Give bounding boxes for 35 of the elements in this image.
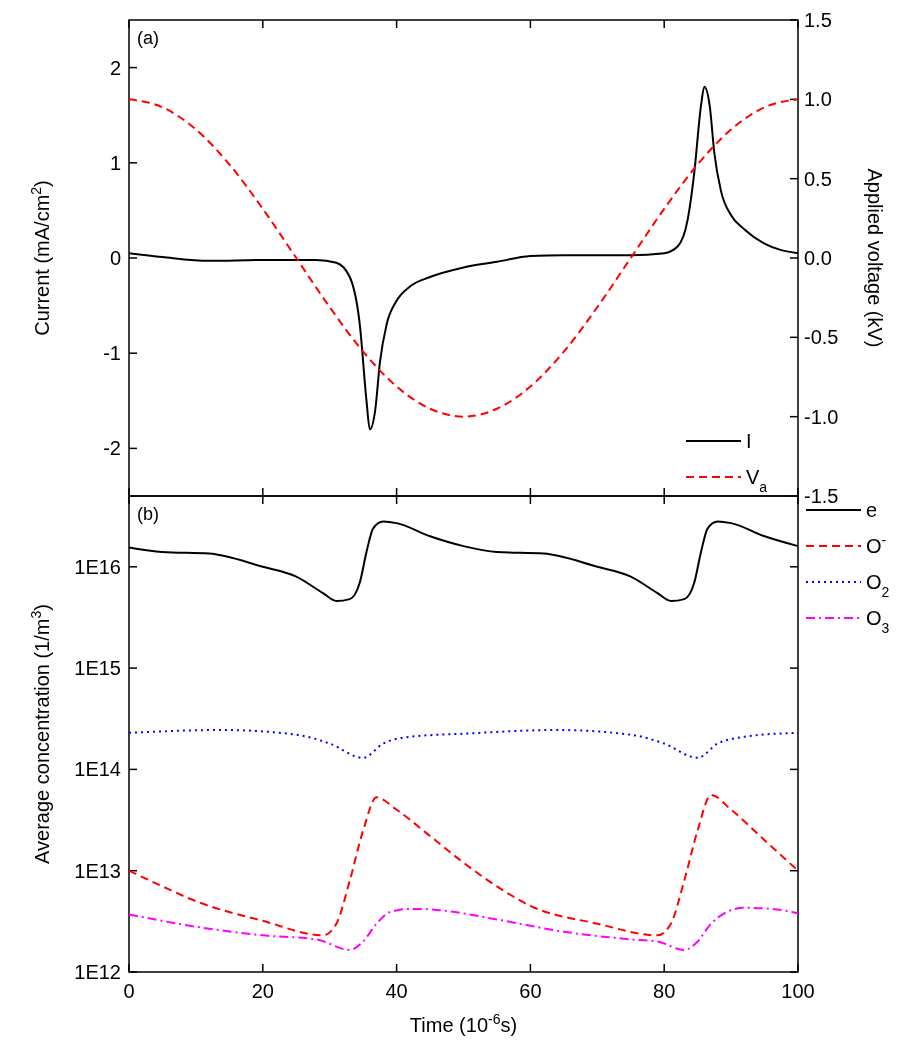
- legend-label: O$^{-}$: [866, 532, 887, 557]
- y-tick-label: 1E15: [74, 657, 121, 680]
- legend-label: O$_{3}$: [866, 607, 890, 636]
- legend-label: O$_{2}$: [866, 571, 890, 600]
- y2-tick-label: 1.5: [804, 9, 832, 31]
- x-tick-label: 60: [519, 980, 542, 1002]
- y-tick-label: -2: [103, 437, 121, 460]
- x-tick-label: 100: [781, 980, 815, 1002]
- y-tick-label: 1E14: [74, 758, 121, 781]
- y-tick-label: 1E13: [74, 859, 121, 882]
- y2-axis-title: Applied voltage (kV): [864, 168, 886, 348]
- y2-tick-label: -1.5: [804, 485, 839, 507]
- annotation: (a): [137, 28, 159, 48]
- line-series: [128, 906, 799, 951]
- line-series: [128, 793, 799, 937]
- x-tick-label: 0: [123, 980, 135, 1002]
- y2-tick-label: -0.5: [804, 326, 839, 349]
- y2-tick-label: -1.0: [804, 405, 839, 428]
- x-tick-label: 40: [385, 980, 408, 1002]
- legend-label: V$_{a}$: [746, 466, 768, 495]
- x-tick-label: 20: [251, 980, 274, 1002]
- y2-tick-label: 0.0: [804, 247, 832, 269]
- x-tick-label: 80: [653, 980, 676, 1002]
- legend-label: I: [746, 430, 752, 452]
- annotation: (b): [137, 504, 159, 524]
- y-tick-label: 0: [109, 247, 121, 269]
- y-tick-label: 1: [109, 151, 121, 174]
- legend-label: e: [866, 499, 878, 521]
- y-tick-label: 1E12: [74, 961, 121, 983]
- y-tick-label: 1E16: [74, 555, 121, 578]
- y2-tick-label: 0.5: [804, 167, 832, 190]
- y-tick-label: 2: [109, 56, 121, 79]
- x-axis-title: Time (10$^{-6}$s): [409, 1011, 518, 1036]
- y-tick-label: -1: [103, 342, 121, 365]
- y2-tick-label: 1.0: [804, 88, 832, 111]
